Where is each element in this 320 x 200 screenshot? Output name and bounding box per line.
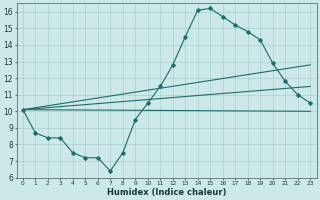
- X-axis label: Humidex (Indice chaleur): Humidex (Indice chaleur): [107, 188, 226, 197]
